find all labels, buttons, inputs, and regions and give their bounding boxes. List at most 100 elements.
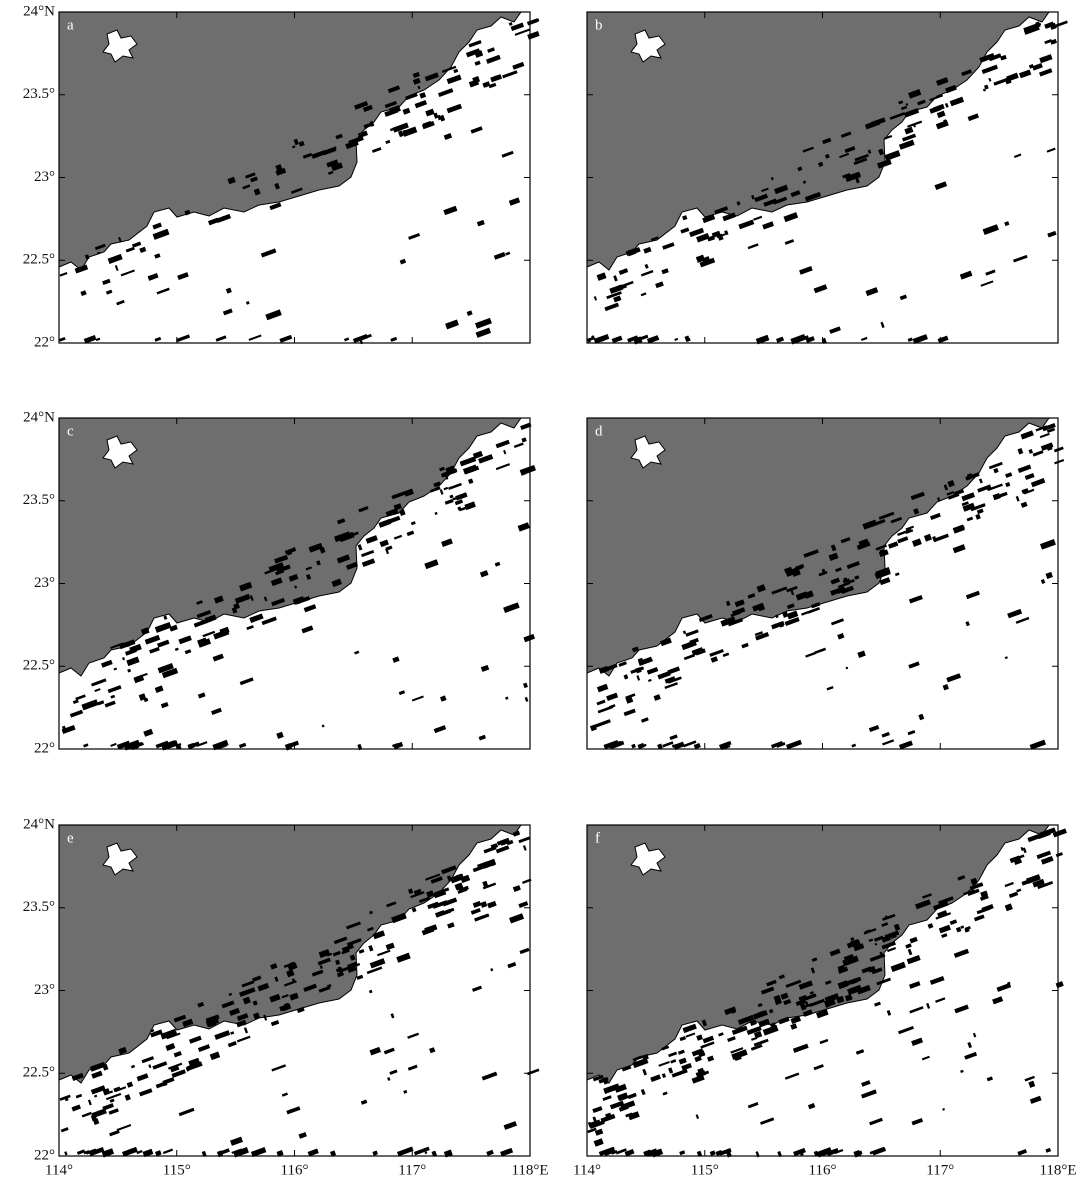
speckle [1047,230,1057,238]
speckle [308,542,323,553]
speckle [104,700,116,708]
speckle [518,836,531,844]
speckle [209,1051,221,1061]
speckle [90,1085,106,1095]
speckle [372,930,386,940]
speckle [853,157,868,166]
speckle [977,484,992,493]
speckle [807,607,821,614]
speckle [411,907,417,913]
y-tick-label: 23.5° [23,86,55,102]
speckle [126,1081,134,1088]
speckle [519,468,526,476]
panel-label: a [67,17,74,33]
speckle [1021,488,1029,495]
speckle [731,1049,748,1060]
speckle [184,209,191,216]
speckle [1020,846,1024,851]
speckle [434,511,438,515]
speckle [524,696,529,702]
speckle [642,743,647,748]
speckle [162,1148,174,1155]
speckle [922,893,932,899]
speckle [1005,481,1011,488]
x-tick-label: 116° [281,1162,309,1178]
speckle [664,682,679,690]
inland-water [102,435,138,469]
y-tick-label: 24°N [23,3,55,19]
speckle [842,977,859,987]
speckle [696,1150,703,1157]
speckle [152,228,170,240]
speckle [336,554,351,564]
speckle [1039,68,1053,77]
speckle [335,133,343,140]
speckle [952,544,966,554]
speckle [903,108,920,118]
speckle [825,980,832,985]
speckle [604,302,620,312]
speckle [842,173,851,179]
speckle [828,552,839,561]
speckle [643,246,652,254]
speckle [979,894,989,901]
speckle [674,337,679,341]
speckle [693,742,701,750]
speckle [110,642,125,649]
x-tick-label: 117° [398,1162,426,1178]
speckle [298,1132,307,1139]
speckle [762,221,774,230]
speckle [91,1070,103,1079]
speckle [869,953,886,962]
speckle [252,1000,258,1006]
speckle [337,518,346,525]
speckle [446,74,462,85]
speckle [842,955,859,967]
speckle [439,489,444,495]
speckle [1039,54,1053,64]
speckle [238,742,247,749]
speckle [591,1121,597,1127]
speckle [1004,656,1008,660]
land [586,11,1050,271]
speckle [346,561,359,570]
speckle [829,326,841,334]
speckle [239,581,253,592]
speckle [680,227,690,234]
speckle [143,728,154,737]
speckle [967,113,979,122]
speckle [286,969,295,978]
speckle [619,280,634,289]
speckle [1036,850,1052,860]
speckle [425,873,441,881]
speckle [389,125,401,132]
speckle [197,638,212,648]
speckle [909,1006,924,1014]
speckle [83,743,89,748]
speckle [282,1006,292,1012]
speckle [868,724,880,733]
speckle [1029,1095,1042,1104]
speckle [166,1032,181,1040]
speckle [682,1023,697,1034]
speckle [810,967,816,974]
speckle [229,1136,244,1146]
speckle [385,548,390,555]
speckle [508,913,525,924]
speckle [804,191,822,202]
speckle [778,1016,790,1025]
speckle [802,146,814,153]
speckle [114,265,119,272]
speckle [884,150,901,161]
speckle [294,585,298,589]
speckle [75,1093,83,1099]
speckle [424,72,439,82]
speckle [346,921,361,930]
speckle [1037,880,1054,890]
speckle [369,1046,381,1056]
speckle [196,741,208,747]
speckle [845,666,849,670]
speckle [142,1148,154,1158]
speckle [624,1148,635,1157]
speckle [127,668,132,673]
